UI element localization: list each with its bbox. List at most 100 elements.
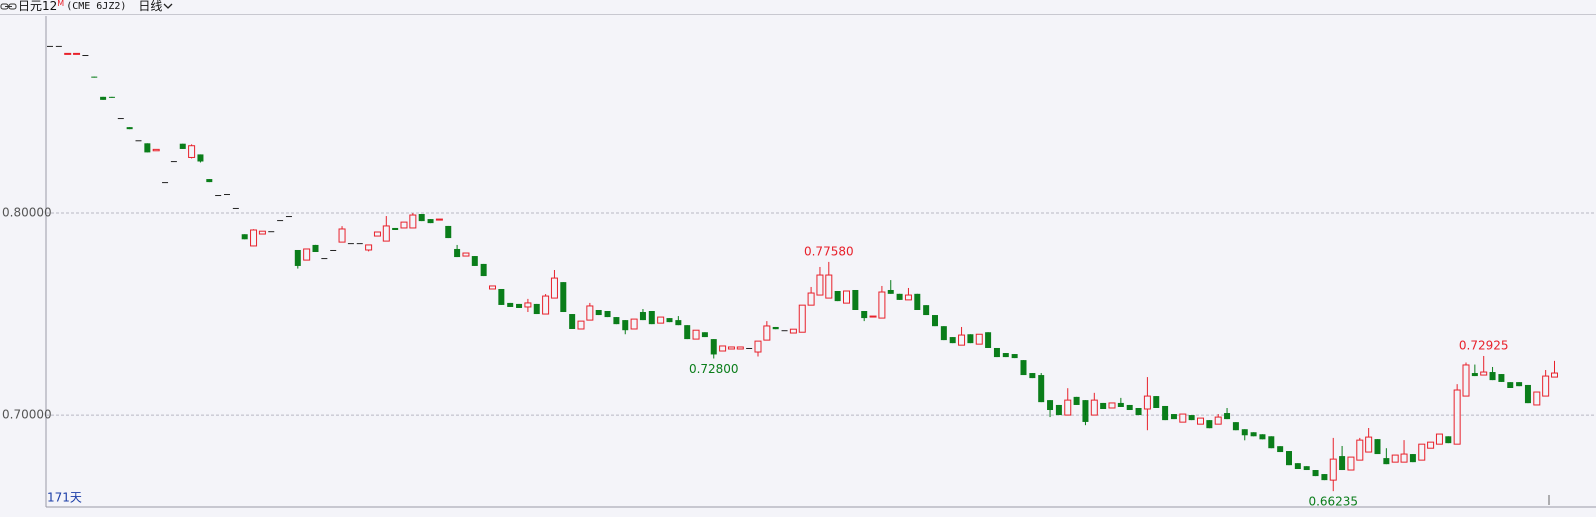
candle-body bbox=[1462, 364, 1470, 397]
candle-body bbox=[1232, 422, 1239, 431]
candle-body bbox=[878, 291, 886, 319]
candle-body bbox=[1064, 399, 1072, 416]
candle-body bbox=[932, 315, 938, 327]
candle-body bbox=[1542, 375, 1550, 397]
candle-body bbox=[692, 329, 700, 340]
low-label: 0.72800 bbox=[689, 362, 739, 376]
candle-body bbox=[321, 258, 328, 260]
candle-body bbox=[179, 143, 186, 149]
candle-body bbox=[1329, 458, 1337, 481]
symbol-code: (CME 6JZ2) bbox=[66, 1, 127, 12]
candle-body bbox=[622, 320, 629, 331]
candle-body bbox=[73, 52, 81, 55]
candle-body bbox=[754, 340, 762, 353]
candle-body bbox=[1055, 404, 1062, 416]
candle-body bbox=[312, 244, 319, 253]
link-icon[interactable] bbox=[0, 0, 18, 14]
candle-body bbox=[489, 285, 496, 290]
candle-body bbox=[224, 194, 230, 196]
toolbar: 日元12M (CME 6JZ2) 日线 bbox=[0, 0, 1596, 15]
candle-body bbox=[719, 345, 727, 352]
candle-body bbox=[1206, 420, 1213, 429]
candle-body bbox=[206, 179, 213, 183]
candle-body bbox=[1277, 446, 1284, 453]
candle-body bbox=[382, 225, 390, 242]
y-tick-label: 0.80000 bbox=[2, 206, 52, 220]
candle-body bbox=[701, 332, 708, 338]
period-selector[interactable]: 日线 bbox=[138, 0, 163, 13]
candle-body bbox=[798, 304, 806, 333]
candle-body bbox=[1090, 399, 1098, 416]
candle-body bbox=[197, 154, 204, 162]
candle-body bbox=[330, 249, 337, 251]
candle-body bbox=[613, 317, 620, 325]
candle-body bbox=[1073, 396, 1080, 405]
candle-body bbox=[1188, 415, 1195, 421]
candle-body bbox=[1489, 372, 1496, 381]
candle-body bbox=[1126, 404, 1133, 411]
candle-body bbox=[418, 214, 425, 222]
candle-body bbox=[1214, 416, 1222, 425]
candle-body bbox=[940, 326, 947, 341]
candle-body bbox=[550, 277, 558, 299]
candle-body bbox=[338, 228, 346, 243]
candle-body bbox=[285, 216, 292, 218]
candle-body bbox=[985, 332, 992, 348]
candle-body bbox=[604, 311, 611, 318]
candle-body bbox=[1480, 371, 1488, 376]
candle-body bbox=[1524, 384, 1531, 404]
candle-body bbox=[533, 303, 540, 315]
candle-body bbox=[1286, 451, 1292, 466]
candle-body bbox=[834, 291, 841, 302]
candle-body bbox=[215, 195, 222, 197]
candle-body bbox=[462, 252, 470, 257]
candle-body bbox=[1135, 407, 1142, 416]
candle-body bbox=[373, 231, 381, 237]
candle-body bbox=[1383, 458, 1390, 465]
symbol[interactable]: 日元12 bbox=[18, 0, 58, 13]
candle-body bbox=[152, 148, 160, 152]
candle-body bbox=[1427, 441, 1435, 449]
candle-body bbox=[684, 325, 691, 340]
candle-body bbox=[1356, 439, 1364, 461]
candle-body bbox=[1162, 405, 1169, 421]
dropdown-arrow[interactable] bbox=[162, 0, 174, 14]
candle-body bbox=[807, 292, 815, 306]
candle-body bbox=[781, 330, 788, 332]
candle-body bbox=[1374, 439, 1381, 455]
candle-body bbox=[560, 282, 567, 313]
candle-body bbox=[1294, 463, 1301, 470]
candle-body bbox=[1268, 436, 1275, 449]
candle-body bbox=[586, 305, 594, 321]
candle-body bbox=[117, 118, 124, 120]
candle-body bbox=[1002, 353, 1009, 358]
candle-body bbox=[409, 214, 417, 229]
day-count: 171天 bbox=[47, 491, 82, 505]
candle-body bbox=[162, 182, 169, 184]
candle-body bbox=[1435, 433, 1443, 445]
candle-body bbox=[232, 207, 239, 209]
candle-body bbox=[1143, 395, 1151, 410]
candle-body bbox=[1533, 391, 1541, 406]
candle-body bbox=[64, 52, 72, 55]
candle-body bbox=[303, 248, 311, 261]
candle-body bbox=[630, 318, 638, 330]
candle-body bbox=[1321, 474, 1328, 481]
candle-body bbox=[188, 145, 196, 158]
candle-body bbox=[1179, 413, 1187, 423]
candle-body bbox=[1082, 400, 1089, 422]
candle-body bbox=[1029, 373, 1036, 379]
candle-body bbox=[958, 334, 966, 346]
candle-body bbox=[896, 293, 903, 300]
candle-body bbox=[746, 347, 753, 349]
candle-body bbox=[1020, 360, 1027, 376]
candle-body bbox=[250, 229, 258, 247]
candle-body bbox=[861, 311, 868, 319]
candle-body bbox=[108, 96, 115, 98]
high-label: 0.72925 bbox=[1459, 338, 1509, 352]
candle-body bbox=[480, 263, 487, 277]
candle-body bbox=[258, 230, 266, 235]
candle-body bbox=[524, 302, 532, 308]
